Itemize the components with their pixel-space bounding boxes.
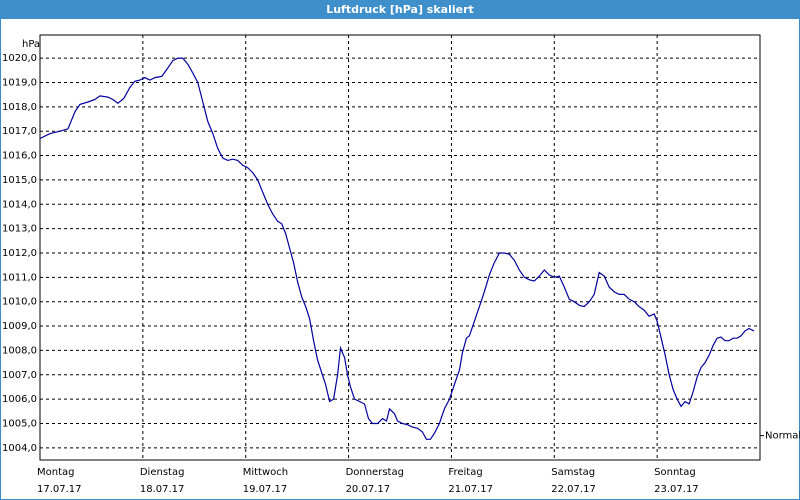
x-tick-date: 22.07.17 [551,484,596,495]
y-tick-label: 1010,0 [2,297,37,308]
y-tick-label: 1014,0 [2,199,37,210]
reference-label: Normal [765,431,800,442]
y-tick-label: 1007,0 [2,370,37,381]
y-tick-label: 1015,0 [2,175,37,186]
y-tick-label: 1019,0 [2,77,37,88]
x-tick-date: 19.07.17 [243,484,288,495]
y-unit: hPa [22,39,40,50]
y-tick-label: 1016,0 [2,151,37,162]
x-tick-date: 17.07.17 [37,484,82,495]
y-tick-label: 1005,0 [2,418,37,429]
x-tick-label: Freitag [448,467,482,478]
y-tick-label: 1011,0 [2,272,37,283]
x-tick-label: Dienstag [140,467,185,478]
y-tick-label: 1018,0 [2,102,37,113]
x-tick-date: 21.07.17 [448,484,493,495]
x-tick-date: 20.07.17 [346,484,391,495]
y-tick-label: 1013,0 [2,224,37,235]
x-tick-date: 18.07.17 [140,484,185,495]
y-tick-label: 1012,0 [2,248,37,259]
data-line [39,57,755,440]
title-bar [0,0,800,19]
x-tick-label: Samstag [551,467,595,478]
x-tick-label: Sonntag [654,467,696,478]
chart-title: Luftdruck [hPa] skaliert [326,3,474,16]
y-tick-label: 1008,0 [2,345,37,356]
x-tick-label: Mittwoch [243,467,288,478]
x-tick-label: Montag [37,467,74,478]
y-tick-label: 1020,0 [2,53,37,64]
x-tick-label: Donnerstag [346,467,404,478]
x-tick-date: 23.07.17 [654,484,699,495]
y-tick-label: 1017,0 [2,126,37,137]
y-tick-label: 1009,0 [2,321,37,332]
y-tick-label: 1006,0 [2,394,37,405]
y-tick-label: 1004,0 [2,443,37,454]
